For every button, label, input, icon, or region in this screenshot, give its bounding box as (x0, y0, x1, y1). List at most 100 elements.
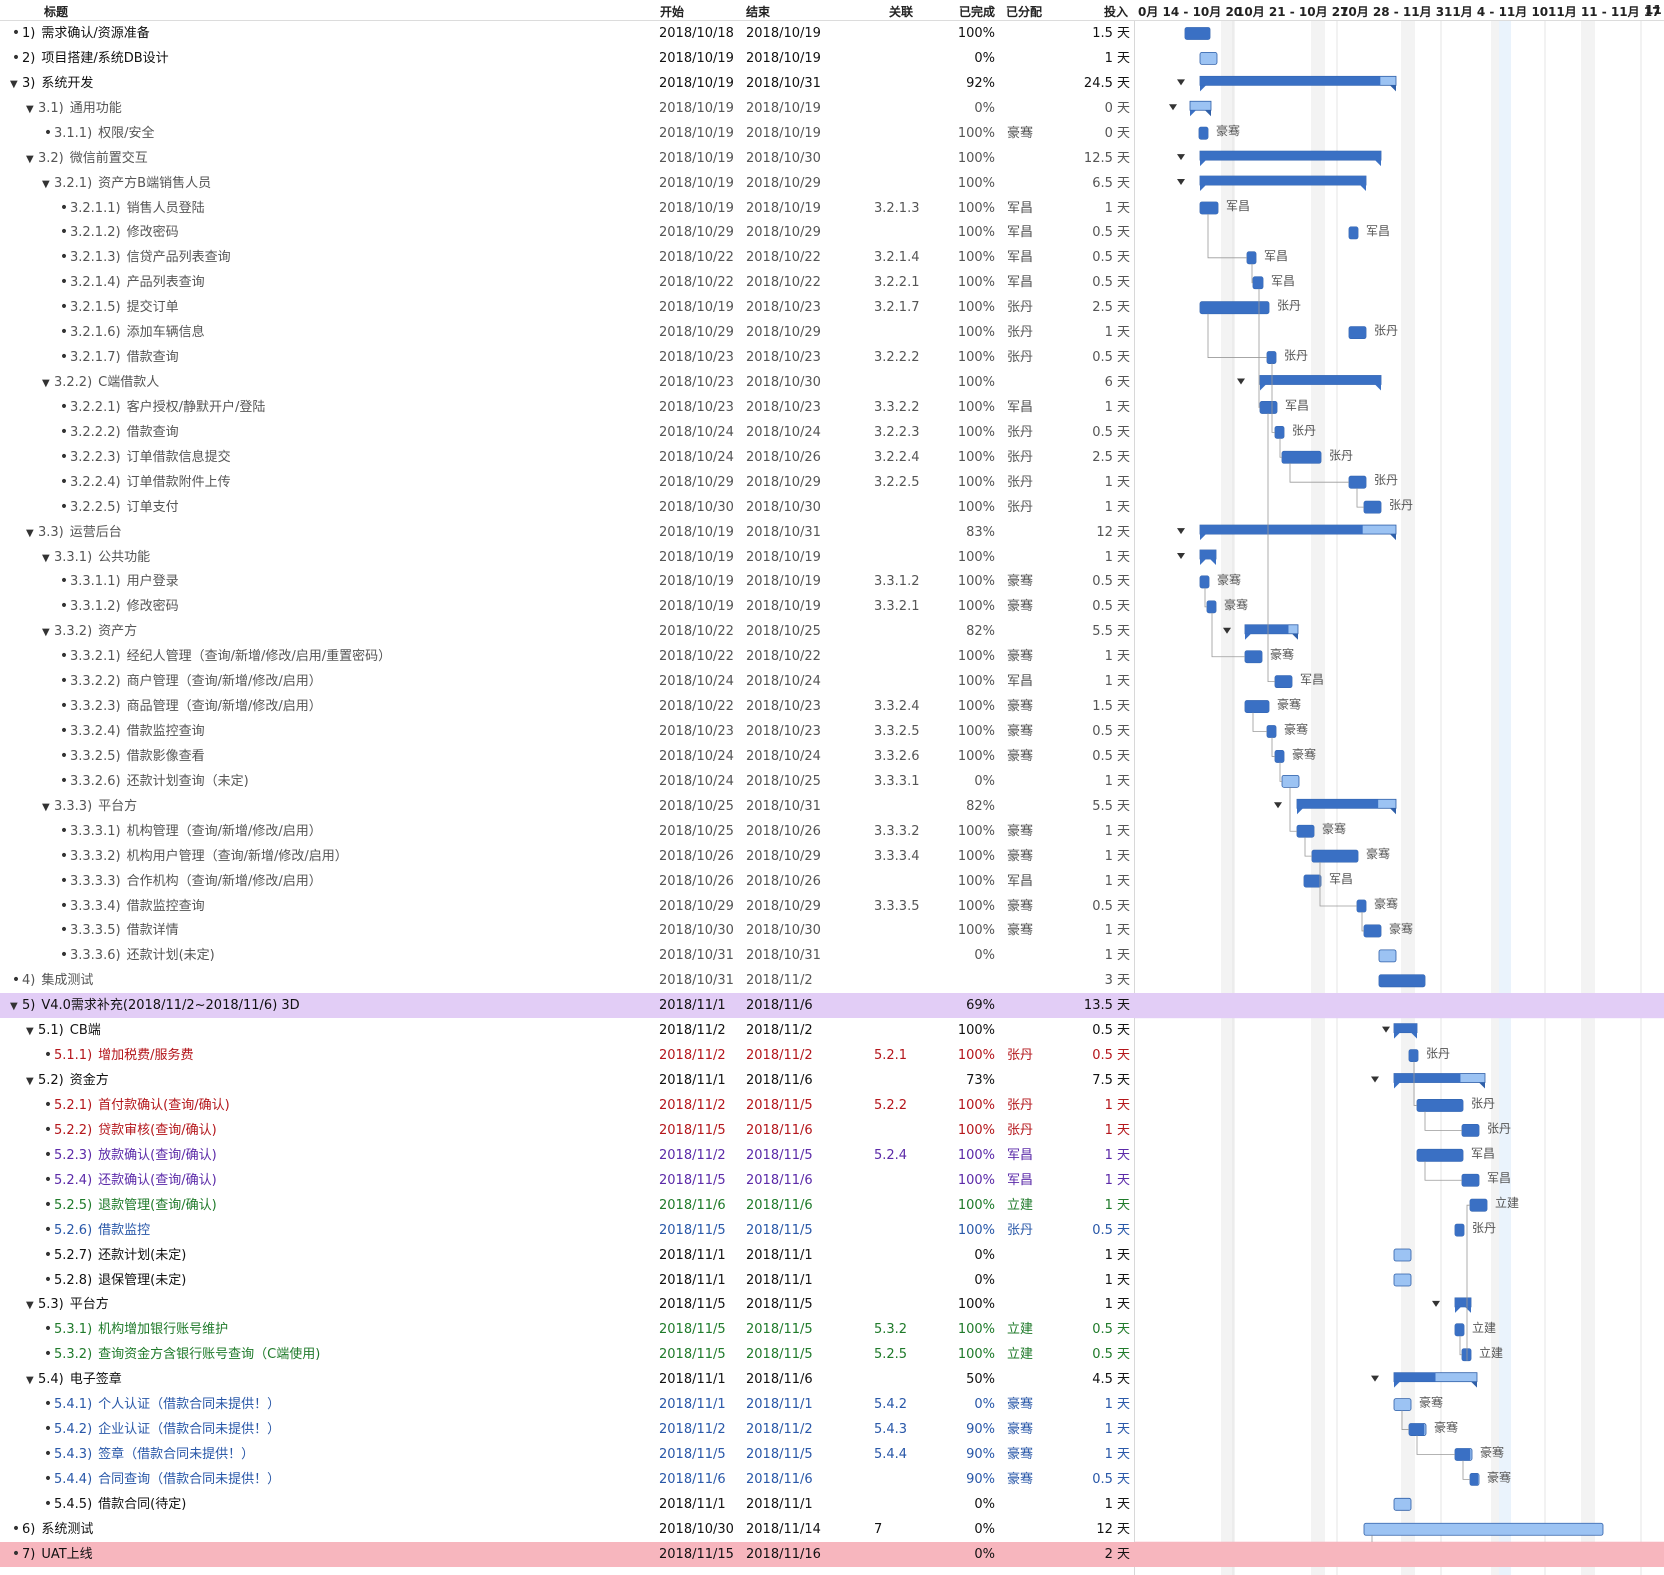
task-effort[interactable]: 1 天 (1104, 1147, 1130, 1163)
task-title-cell[interactable]: • 3.3.2.4) 借款监控查询 (0, 719, 650, 744)
task-end[interactable]: 2018/10/19 (746, 26, 821, 41)
task-assignee[interactable] (1007, 1492, 1052, 1517)
task-effort[interactable]: 3 天 (1104, 973, 1130, 989)
task-effort[interactable]: 0.5 天 (1092, 250, 1130, 266)
task-end[interactable]: 2018/10/23 (746, 350, 821, 366)
task-link[interactable] (874, 171, 936, 196)
task-assignee[interactable]: 豪骞 (1007, 1471, 1034, 1487)
task-effort[interactable]: 0.5 天 (1092, 724, 1130, 740)
task-percent[interactable]: 73% (966, 1073, 995, 1089)
task-assignee[interactable] (1007, 171, 1052, 196)
task-title-cell[interactable]: • 3.3.1.2) 修改密码 (0, 594, 650, 619)
task-title-cell[interactable]: • 3.2.1.3) 信贷产品列表查询 (0, 245, 650, 270)
task-title-cell[interactable]: • 3.3.2.1) 经纪人管理（查询/新增/修改/启用/重置密码） (0, 644, 650, 669)
task-percent[interactable]: 100% (957, 898, 995, 914)
task-end[interactable]: 2018/10/26 (746, 823, 821, 839)
task-link[interactable]: 3.3.3.1 (874, 773, 920, 789)
task-effort[interactable]: 0 天 (1104, 100, 1130, 116)
task-title-cell[interactable]: ▼ 3) 系统开发 (0, 71, 650, 96)
task-effort[interactable]: 1 天 (1104, 50, 1130, 66)
task-start[interactable]: 2018/11/1 (659, 1272, 726, 1288)
task-effort[interactable]: 1 天 (1104, 1197, 1130, 1213)
task-link[interactable] (874, 918, 936, 943)
task-link[interactable] (874, 71, 936, 96)
task-start[interactable]: 2018/10/19 (659, 175, 734, 191)
task-link[interactable] (874, 619, 936, 644)
task-effort[interactable]: 2 天 (1104, 1546, 1130, 1562)
task-start[interactable]: 2018/11/2 (659, 1147, 726, 1163)
task-end[interactable]: 2018/11/6 (746, 1172, 813, 1188)
task-link[interactable] (874, 644, 936, 669)
task-end[interactable]: 2018/11/6 (746, 1122, 813, 1138)
task-assignee[interactable] (1007, 545, 1052, 570)
collapse-triangle-icon[interactable]: ▼ (42, 801, 50, 813)
task-effort[interactable]: 1 天 (1104, 1447, 1130, 1462)
task-title-cell[interactable]: • 5.4.2) 企业认证（借款合同未提供！） (0, 1417, 650, 1442)
task-effort[interactable]: 24.5 天 (1083, 75, 1130, 91)
task-percent[interactable] (950, 968, 995, 993)
task-link[interactable]: 3.2.1.3 (874, 200, 920, 216)
task-row[interactable]: • 5.1.1) 增加税费/服务费 2018/11/2 2018/11/2 5.2.1 10… (0, 1043, 1664, 1068)
task-start[interactable]: 2018/11/15 (659, 1546, 734, 1562)
task-assignee[interactable]: 豪骞 (1007, 1422, 1034, 1438)
task-title-cell[interactable]: • 3.3.3.4) 借款监控查询 (0, 894, 650, 919)
task-link[interactable]: 3.3.2.4 (874, 699, 920, 715)
task-effort[interactable]: 1 天 (1104, 674, 1130, 690)
task-row[interactable]: ▼ 3.3.3) 平台方 2018/10/25 2018/10/31 82% 5.5 天 (0, 794, 1664, 819)
task-assignee[interactable]: 豪骞 (1007, 823, 1034, 839)
task-title-cell[interactable]: • 3.2.2.3) 订单借款信息提交 (0, 445, 650, 470)
task-end[interactable]: 2018/11/2 (746, 1023, 813, 1039)
task-effort[interactable]: 1 天 (1104, 1097, 1130, 1113)
task-end[interactable]: 2018/10/23 (746, 300, 821, 316)
task-assignee[interactable]: 张丹 (1007, 499, 1034, 515)
task-title-cell[interactable]: ▼ 5.2) 资金方 (0, 1068, 650, 1093)
task-link[interactable]: 5.4.2 (874, 1397, 908, 1413)
task-effort[interactable]: 0.5 天 (1092, 1347, 1130, 1363)
collapse-triangle-icon[interactable]: ▼ (26, 1026, 34, 1038)
task-link[interactable] (874, 943, 936, 968)
task-row[interactable]: • 3.2.2.3) 订单借款信息提交 2018/10/24 2018/10/26 3.2… (0, 445, 1664, 470)
task-end[interactable]: 2018/11/5 (746, 1347, 813, 1363)
task-percent[interactable]: 92% (966, 75, 995, 91)
task-title-cell[interactable]: ▼ 5.3) 平台方 (0, 1292, 650, 1317)
task-row[interactable]: • 3.3.2.2) 商户管理（查询/新增/修改/启用） 2018/10/24 2018… (0, 669, 1664, 694)
task-assignee[interactable] (1007, 1292, 1052, 1317)
task-effort[interactable]: 1 天 (1104, 873, 1130, 889)
task-link[interactable] (874, 495, 936, 520)
task-percent[interactable]: 100% (957, 1147, 995, 1163)
task-percent[interactable]: 0% (974, 1546, 995, 1562)
task-end[interactable]: 2018/10/23 (746, 699, 821, 715)
task-assignee[interactable]: 张丹 (1007, 449, 1034, 465)
task-link[interactable] (874, 46, 936, 71)
task-percent[interactable]: 0% (974, 1521, 995, 1537)
collapse-triangle-icon[interactable]: ▼ (42, 627, 50, 639)
task-percent[interactable]: 0% (974, 773, 995, 789)
task-end[interactable]: 2018/11/6 (746, 1471, 813, 1487)
task-row[interactable]: • 5.2.7) 还款计划(未定) 2018/11/1 2018/11/1 0% 1 天 (0, 1243, 1664, 1268)
task-percent[interactable]: 100% (957, 150, 995, 166)
task-end[interactable]: 2018/11/5 (746, 1447, 813, 1462)
task-end[interactable]: 2018/11/16 (746, 1546, 821, 1562)
task-end[interactable]: 2018/10/29 (746, 225, 821, 241)
task-effort[interactable]: 0 天 (1104, 125, 1130, 141)
task-link[interactable] (874, 1018, 936, 1043)
task-link[interactable] (874, 669, 936, 694)
task-link[interactable] (874, 1268, 936, 1293)
task-start[interactable]: 2018/11/1 (659, 998, 726, 1014)
task-row[interactable]: • 3.3.1.2) 修改密码 2018/10/19 2018/10/19 3.3.2.1… (0, 594, 1664, 619)
task-assignee[interactable] (1007, 968, 1052, 993)
task-start[interactable]: 2018/10/29 (659, 325, 734, 341)
task-row[interactable]: • 5.2.4) 还款确认(查询/确认) 2018/11/5 2018/11/6 100%… (0, 1168, 1664, 1193)
task-title-cell[interactable]: ▼ 5.4) 电子签章 (0, 1367, 650, 1392)
task-percent[interactable]: 100% (957, 275, 995, 291)
task-percent[interactable]: 100% (957, 1122, 995, 1138)
task-row[interactable]: • 2) 项目搭建/系统DB设计 2018/10/19 2018/10/19 0% 1 天 (0, 46, 1664, 71)
task-link[interactable]: 3.3.2.6 (874, 748, 920, 764)
task-start[interactable]: 2018/10/19 (659, 300, 734, 316)
task-row[interactable]: • 5.2.3) 放款确认(查询/确认) 2018/11/2 2018/11/5 5.2.… (0, 1143, 1664, 1168)
task-link[interactable] (874, 1542, 936, 1567)
task-assignee[interactable]: 立建 (1007, 1197, 1034, 1213)
task-end[interactable]: 2018/10/19 (746, 50, 821, 66)
task-percent[interactable]: 100% (957, 474, 995, 490)
task-title-cell[interactable]: • 3.3.3.2) 机构用户管理（查询/新增/修改/启用） (0, 844, 650, 869)
